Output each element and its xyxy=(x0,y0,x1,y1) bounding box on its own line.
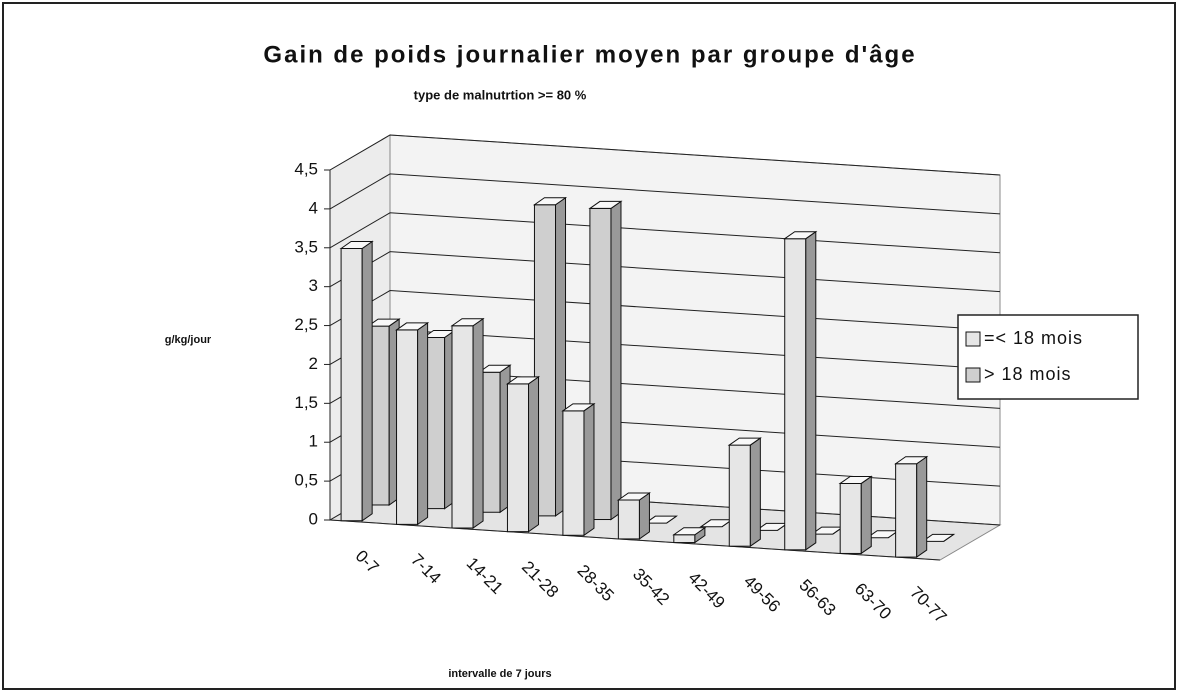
y-tick-label: 0 xyxy=(309,509,318,528)
bar-side xyxy=(417,321,429,526)
grid-line xyxy=(329,134,1001,176)
y-tick-label: 2 xyxy=(309,354,318,373)
bar xyxy=(477,364,512,514)
bar xyxy=(727,437,762,548)
bar-top xyxy=(921,533,956,542)
bar-top xyxy=(394,322,430,331)
bar-side xyxy=(638,492,650,540)
bar xyxy=(921,533,956,542)
bar xyxy=(838,475,873,555)
legend-box xyxy=(957,314,1139,400)
grid-line xyxy=(329,173,1001,215)
y-tick-label: 2,5 xyxy=(294,315,318,334)
bar-side xyxy=(860,475,872,555)
legend-label: =< 18 mois xyxy=(984,328,1083,348)
y-tick-label: 0,5 xyxy=(294,471,318,490)
bar-top xyxy=(450,318,485,327)
bar-front xyxy=(895,463,918,558)
bar-side xyxy=(610,200,622,521)
bar xyxy=(339,240,374,522)
bar-side xyxy=(749,437,761,548)
bar-top xyxy=(643,515,679,524)
bar-front xyxy=(506,383,530,533)
bar-top xyxy=(894,456,929,465)
y-tick-label: 3,5 xyxy=(294,237,318,256)
bar-front xyxy=(617,499,640,540)
bar-top xyxy=(505,376,541,385)
bar-side xyxy=(583,402,595,537)
bar-front xyxy=(673,534,696,544)
bar-top xyxy=(339,241,374,250)
bar-front xyxy=(784,238,807,551)
bar-front xyxy=(839,482,862,554)
bar xyxy=(561,402,596,537)
bar-top xyxy=(561,403,596,412)
bar xyxy=(505,375,541,533)
y-axis-label: g/kg/jour xyxy=(165,334,212,346)
bar xyxy=(366,318,401,506)
bar-front xyxy=(396,329,419,525)
bar xyxy=(894,455,929,559)
bar xyxy=(450,317,485,529)
bar-front xyxy=(340,248,363,522)
x-axis xyxy=(329,519,941,561)
bar xyxy=(394,321,430,526)
chart-subtitle: type de malnutrtion >= 80 % xyxy=(414,87,587,102)
bar-side xyxy=(916,455,928,559)
y-tick-label: 1,5 xyxy=(294,393,318,412)
bar-top xyxy=(588,200,623,209)
legend-label: > 18 mois xyxy=(984,364,1072,384)
y-tick-label: 4 xyxy=(309,198,318,217)
chart-title: Gain de poids journalier moyen par group… xyxy=(263,41,916,68)
legend-swatch xyxy=(965,331,981,347)
bar-front xyxy=(728,444,751,547)
y-tick-label: 1 xyxy=(309,432,318,451)
y-tick-label: 3 xyxy=(309,276,318,295)
bar-side xyxy=(805,230,817,551)
bar-front xyxy=(451,325,474,529)
bar-top xyxy=(838,475,873,484)
legend-swatch xyxy=(965,367,981,383)
bar xyxy=(421,329,457,510)
bar-side xyxy=(472,317,484,529)
bar xyxy=(783,230,818,551)
bar xyxy=(588,200,623,521)
bar xyxy=(616,492,652,540)
bar-top xyxy=(532,197,568,206)
bar-top xyxy=(727,437,762,446)
bar-top xyxy=(477,364,512,373)
bar-top xyxy=(366,318,401,327)
bar-side xyxy=(528,375,540,533)
bar-side xyxy=(361,240,373,522)
bar-top xyxy=(783,231,818,240)
bar xyxy=(672,526,707,544)
bar-top xyxy=(616,492,652,501)
bar-front xyxy=(562,410,585,536)
y-tick-label: 4,5 xyxy=(294,159,318,178)
x-axis-label: intervalle de 7 jours xyxy=(448,668,551,680)
bar xyxy=(643,515,679,524)
bar-top xyxy=(672,527,707,536)
bar xyxy=(532,196,568,517)
